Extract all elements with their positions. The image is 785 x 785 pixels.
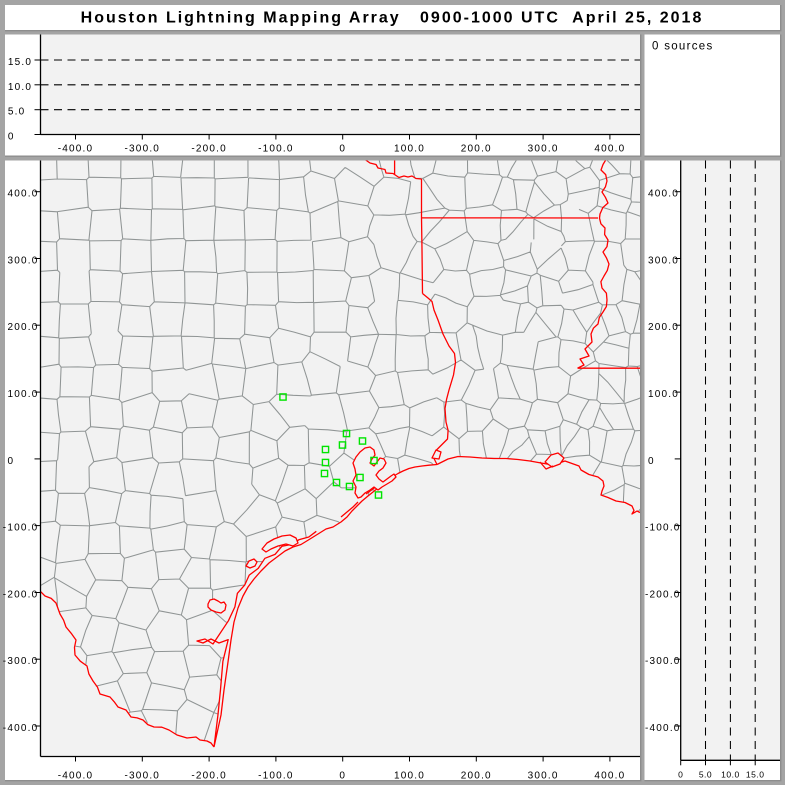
svg-text:-300.0: -300.0: [645, 656, 681, 667]
svg-text:15.0: 15.0: [746, 770, 765, 780]
svg-text:-400.0: -400.0: [3, 723, 39, 734]
svg-text:100.0: 100.0: [394, 771, 425, 782]
svg-text:100.0: 100.0: [648, 389, 679, 400]
svg-text:-400.0: -400.0: [645, 723, 681, 734]
svg-text:-200.0: -200.0: [3, 590, 39, 601]
svg-text:300.0: 300.0: [528, 144, 559, 155]
svg-text:100.0: 100.0: [394, 144, 425, 155]
svg-text:0 sources: 0 sources: [652, 41, 714, 53]
svg-text:-200.0: -200.0: [191, 144, 227, 155]
svg-text:200.0: 200.0: [461, 144, 492, 155]
svg-text:-300.0: -300.0: [3, 656, 39, 667]
svg-text:-100.0: -100.0: [645, 523, 681, 534]
svg-text:300.0: 300.0: [648, 256, 679, 267]
svg-text:0: 0: [339, 144, 346, 155]
svg-text:-100.0: -100.0: [258, 144, 294, 155]
svg-text:0: 0: [8, 132, 15, 143]
svg-text:200.0: 200.0: [648, 322, 679, 333]
svg-text:-200.0: -200.0: [645, 590, 681, 601]
svg-text:5.0: 5.0: [8, 107, 26, 118]
svg-text:0: 0: [339, 771, 346, 782]
svg-text:10.0: 10.0: [721, 770, 740, 780]
svg-text:-300.0: -300.0: [125, 771, 161, 782]
svg-text:400.0: 400.0: [648, 189, 679, 200]
svg-text:5.0: 5.0: [699, 770, 712, 780]
svg-text:-400.0: -400.0: [58, 771, 94, 782]
svg-text:15.0: 15.0: [8, 57, 32, 68]
svg-text:0: 0: [648, 456, 655, 467]
svg-text:-400.0: -400.0: [58, 144, 94, 155]
svg-text:300.0: 300.0: [528, 771, 559, 782]
svg-text:-200.0: -200.0: [191, 771, 227, 782]
svg-text:400.0: 400.0: [594, 144, 625, 155]
svg-text:200.0: 200.0: [461, 771, 492, 782]
svg-text:200.0: 200.0: [8, 322, 39, 333]
svg-text:100.0: 100.0: [8, 389, 39, 400]
svg-text:-300.0: -300.0: [125, 144, 161, 155]
svg-text:Houston Lightning Mapping Arra: Houston Lightning Mapping Array 0900-100…: [81, 10, 704, 27]
svg-text:300.0: 300.0: [8, 256, 39, 267]
svg-text:400.0: 400.0: [8, 189, 39, 200]
svg-text:400.0: 400.0: [594, 771, 625, 782]
svg-text:0: 0: [8, 456, 15, 467]
svg-text:10.0: 10.0: [8, 82, 32, 93]
svg-text:-100.0: -100.0: [258, 771, 294, 782]
svg-text:-100.0: -100.0: [3, 523, 39, 534]
svg-text:0: 0: [678, 770, 683, 780]
